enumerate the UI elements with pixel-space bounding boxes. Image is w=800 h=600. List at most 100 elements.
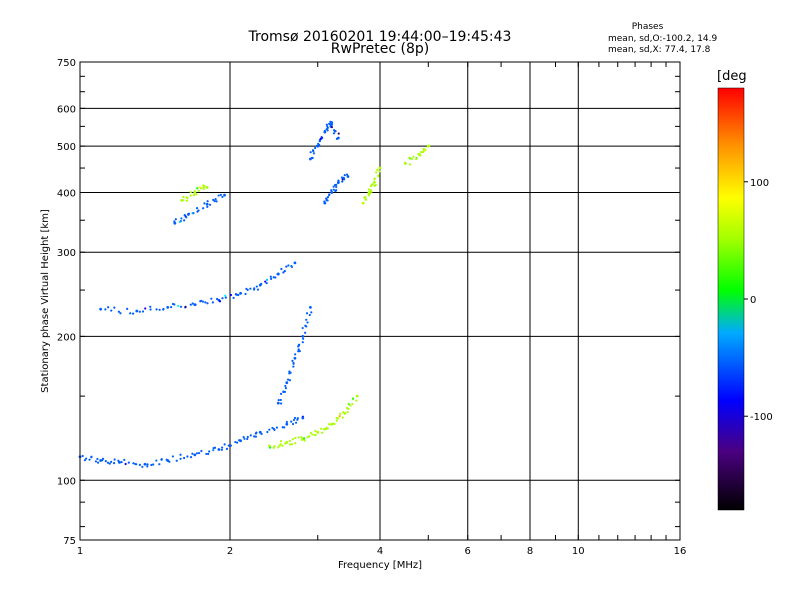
trace-point xyxy=(88,458,91,461)
trace-point xyxy=(118,460,121,464)
trace-point xyxy=(191,302,194,305)
trace-point xyxy=(186,196,189,200)
trace-point xyxy=(260,282,263,285)
trace-point xyxy=(255,285,258,288)
trace-point xyxy=(206,302,209,305)
trace-point xyxy=(213,200,216,203)
trace-point xyxy=(246,437,249,441)
trace-point xyxy=(99,307,103,311)
trace-point xyxy=(214,198,217,201)
trace-point xyxy=(202,184,205,187)
trace-point xyxy=(187,212,191,215)
trace-point xyxy=(420,151,423,154)
trace-point xyxy=(281,444,284,447)
trace-point xyxy=(174,218,177,221)
trace-point xyxy=(330,189,333,192)
trace-point xyxy=(316,431,319,434)
trace-point xyxy=(177,304,180,308)
trace-point xyxy=(160,458,163,461)
trace-point xyxy=(293,356,297,360)
y-tick-label: 75 xyxy=(63,536,76,547)
trace-point xyxy=(197,189,200,192)
trace-point xyxy=(180,217,183,220)
trace-point xyxy=(202,187,206,190)
trace-point xyxy=(285,420,288,424)
trace-point xyxy=(306,321,309,324)
trace-point xyxy=(328,423,331,426)
y-tick-label: 100 xyxy=(57,476,76,487)
trace-point xyxy=(237,293,240,297)
trace-point xyxy=(149,305,152,308)
trace-point xyxy=(374,184,377,187)
trace-point xyxy=(146,463,149,466)
trace-point xyxy=(223,193,226,197)
trace-point xyxy=(282,390,285,393)
trace-point xyxy=(246,288,249,292)
trace-point xyxy=(219,193,222,196)
trace-point xyxy=(321,431,324,434)
trace-point xyxy=(175,459,178,462)
trace-point xyxy=(369,184,373,188)
trace-point xyxy=(183,219,186,222)
trace-point xyxy=(312,152,316,155)
trace-point xyxy=(378,170,381,173)
trace-point xyxy=(221,195,224,199)
trace-point xyxy=(285,265,288,268)
trace-point xyxy=(120,460,123,464)
trace-point xyxy=(304,331,307,334)
trace-point xyxy=(311,149,315,152)
trace-point xyxy=(254,435,258,438)
trace-point xyxy=(319,137,322,140)
y-tick-label: 600 xyxy=(57,104,76,115)
y-tick-label: 300 xyxy=(57,248,76,259)
phase-stats-x: mean, sd,X: 77.4, 17.8 xyxy=(608,45,711,55)
trace-point xyxy=(335,189,338,192)
trace-point xyxy=(297,350,300,353)
trace-point xyxy=(189,303,192,306)
trace-point xyxy=(227,444,230,447)
trace-point xyxy=(178,220,182,224)
trace-point xyxy=(296,417,299,420)
trace-point xyxy=(275,426,279,429)
trace-point xyxy=(193,453,197,457)
trace-point xyxy=(179,305,183,308)
trace-point xyxy=(265,282,268,285)
trace-point xyxy=(292,362,295,365)
trace-point xyxy=(325,123,328,126)
trace-point xyxy=(246,435,249,439)
trace-point xyxy=(412,155,415,158)
trace-point xyxy=(324,428,327,431)
trace-point xyxy=(158,308,161,311)
trace-point xyxy=(184,305,187,308)
trace-point xyxy=(349,404,352,407)
trace-point xyxy=(376,168,379,171)
trace-point xyxy=(297,436,300,439)
trace-point xyxy=(218,300,222,303)
trace-point xyxy=(355,394,359,398)
trace-point xyxy=(173,303,176,306)
trace-point xyxy=(134,462,137,466)
trace-point xyxy=(285,422,289,426)
trace-point xyxy=(126,307,129,310)
trace-point xyxy=(249,434,252,437)
trace-point xyxy=(329,120,332,123)
trace-point xyxy=(158,463,161,466)
trace-point xyxy=(332,188,335,191)
trace-point xyxy=(301,416,305,420)
trace-point xyxy=(290,420,293,423)
trace-point xyxy=(179,453,182,456)
trace-point xyxy=(81,454,84,458)
trace-point xyxy=(152,463,155,466)
trace-point xyxy=(279,443,282,446)
trace-point xyxy=(292,418,296,422)
trace-point xyxy=(367,188,371,191)
trace-point xyxy=(132,462,135,465)
trace-point xyxy=(361,201,364,205)
x-axis-label: Frequency [MHz] xyxy=(338,560,422,571)
trace-point xyxy=(224,296,227,299)
trace-point xyxy=(351,402,354,406)
trace-point xyxy=(183,456,186,460)
trace-point xyxy=(326,129,329,132)
trace-point xyxy=(333,422,336,426)
